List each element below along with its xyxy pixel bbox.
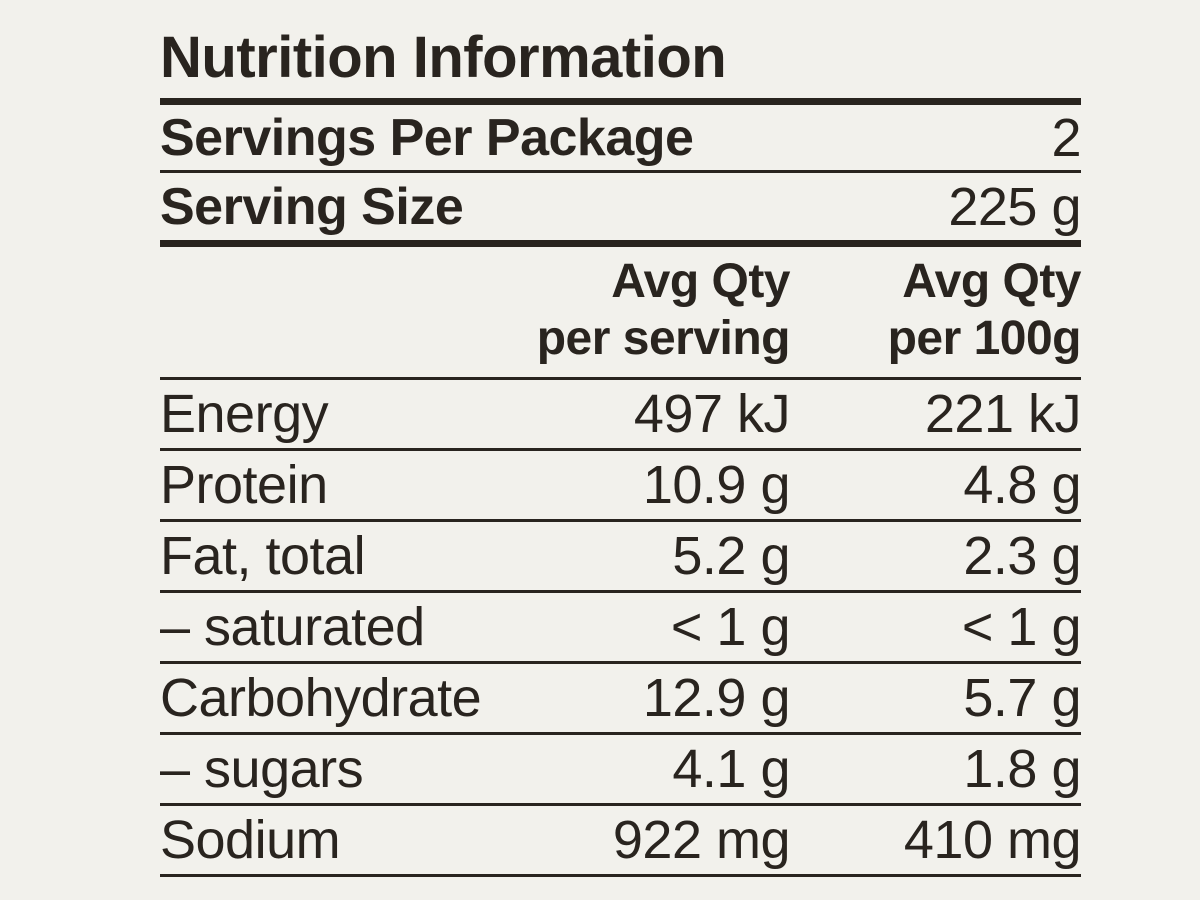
value-per-100g: 221 kJ [924, 384, 1082, 444]
column-header-spacer [160, 367, 490, 377]
nutrient-name: Fat, total [160, 526, 366, 586]
value-per-serving: 4.1 g [672, 739, 790, 799]
value-per-100g: 1.8 g [963, 739, 1081, 799]
value-per-serving: 10.9 g [642, 455, 791, 515]
nutrient-row-carbohydrate: Carbohydrate 12.9 g 5.7 g [160, 664, 1082, 735]
nutrient-name: Sodium [160, 810, 341, 870]
value-per-serving: < 1 g [670, 597, 791, 657]
column-header-line: per serving [536, 312, 791, 365]
value-per-100g: < 1 g [961, 597, 1082, 657]
summary-value: 225 g [948, 176, 1081, 237]
value-per-100g: 410 mg [903, 810, 1082, 870]
value-per-100g: 2.3 g [963, 526, 1081, 586]
nutrient-row-sodium: Sodium 922 mg 410 mg [160, 806, 1082, 877]
divider-thick [160, 240, 1081, 247]
value-per-100g: 5.7 g [963, 668, 1081, 728]
column-header-per-serving: Avg Qty per serving [490, 253, 791, 377]
nutrient-row-saturated: – saturated < 1 g < 1 g [160, 593, 1082, 664]
nutrient-name: – saturated [160, 597, 425, 657]
panel-title: Nutrition Information [160, 25, 727, 90]
nutrient-name: Protein [160, 455, 328, 515]
summary-row-serving-size: Serving Size 225 g [160, 173, 1081, 240]
summary-row-servings-per-package: Servings Per Package 2 [160, 105, 1081, 173]
nutrient-row-energy: Energy 497 kJ 221 kJ [160, 380, 1082, 451]
nutrition-panel: Nutrition Information Servings Per Packa… [160, 0, 1082, 877]
value-per-serving: 922 mg [612, 810, 791, 870]
summary-label: Servings Per Package [160, 108, 694, 167]
nutrient-row-fat-total: Fat, total 5.2 g 2.3 g [160, 522, 1082, 593]
column-header-per-100g: Avg Qty per 100g [790, 253, 1082, 377]
nutrient-name: Energy [160, 384, 329, 444]
value-per-serving: 497 kJ [633, 384, 791, 444]
column-header-line: Avg Qty [611, 255, 790, 308]
value-per-serving: 5.2 g [672, 526, 790, 586]
nutrient-name: – sugars [160, 739, 364, 799]
column-header-row: Avg Qty per serving Avg Qty per 100g [160, 247, 1082, 380]
summary-label: Serving Size [160, 177, 464, 236]
column-header-line: Avg Qty [902, 255, 1081, 308]
value-per-serving: 12.9 g [642, 668, 791, 728]
summary-value: 2 [1051, 107, 1081, 168]
nutrient-name: Carbohydrate [160, 668, 482, 728]
value-per-100g: 4.8 g [963, 455, 1081, 515]
nutrient-row-sugars: – sugars 4.1 g 1.8 g [160, 735, 1082, 806]
column-header-line: per 100g [887, 312, 1082, 365]
divider-thick [160, 98, 1081, 105]
nutrient-row-protein: Protein 10.9 g 4.8 g [160, 451, 1082, 522]
